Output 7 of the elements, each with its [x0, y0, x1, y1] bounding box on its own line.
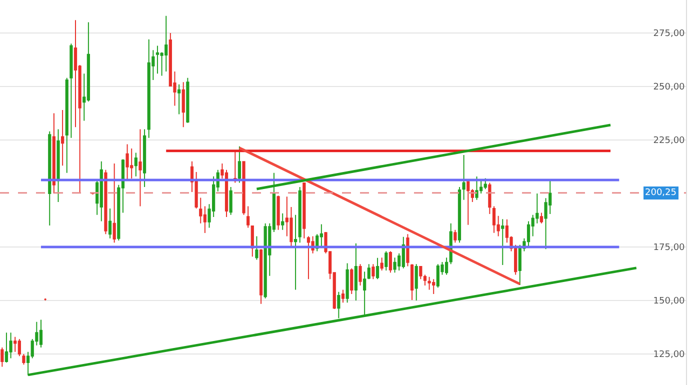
y-tick-label: 150,00: [653, 296, 686, 307]
y-tick-label: 225,00: [653, 136, 686, 146]
y-tick-label: 125,00: [653, 350, 686, 360]
y-tick-label: 250,00: [653, 82, 686, 93]
ref-line-label: 200,25: [645, 188, 676, 198]
y-tick-label: 175,00: [653, 243, 686, 254]
y-tick-label: 275,00: [653, 29, 686, 40]
